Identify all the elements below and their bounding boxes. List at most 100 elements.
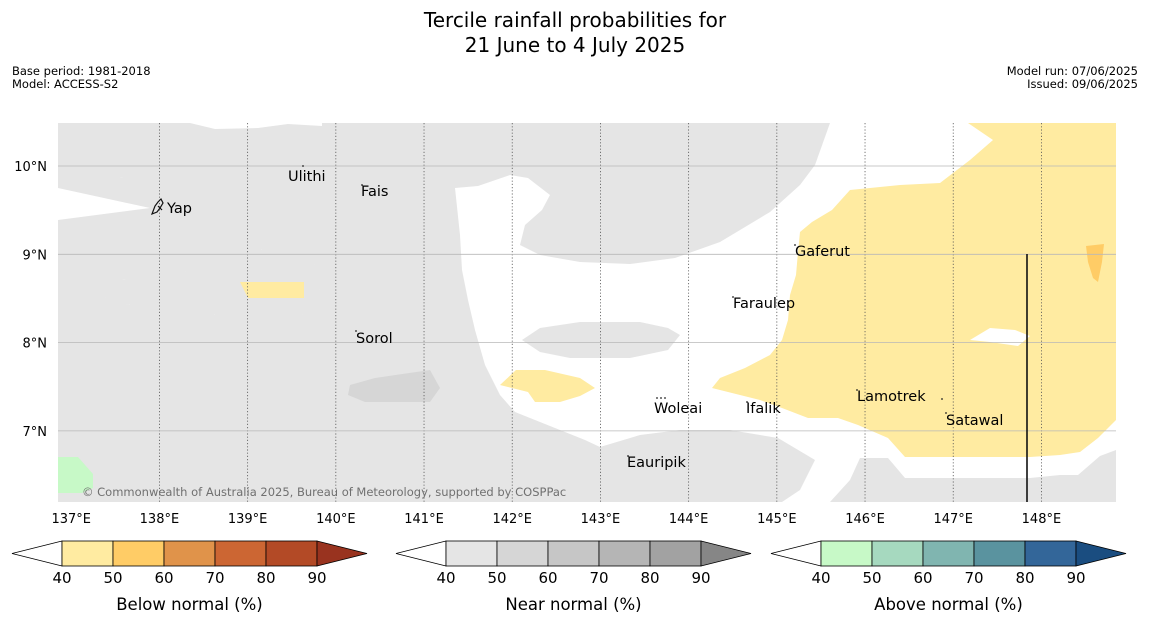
longitude-label: 141°E [404, 512, 444, 527]
title-line-2: 21 June to 4 July 2025 [464, 33, 686, 57]
island-marker [355, 330, 357, 332]
colorbar-title: Above normal (%) [874, 595, 1023, 614]
longitude-label: 139°E [228, 512, 268, 527]
colorbar-tick-label: 50 [487, 569, 506, 587]
base-period-text: Base period: 1981-2018 [12, 64, 151, 78]
metadata-right: Model run: 07/06/2025 Issued: 09/06/2025 [1007, 65, 1138, 91]
colorbar-title: Below normal (%) [116, 595, 263, 614]
colorbar-tick-label: 40 [811, 569, 830, 587]
place-label: Faraulep [733, 296, 795, 312]
colorbar-segment [1024, 540, 1077, 567]
longitude-label: 138°E [140, 512, 180, 527]
colorbar-segment [922, 540, 975, 567]
copyright-text: © Commonwealth of Australia 2025, Bureau… [82, 485, 566, 499]
colorbar-low-extension [395, 540, 447, 567]
colorbar-tick-label: 90 [691, 569, 710, 587]
colorbar-segment [973, 540, 1026, 567]
place-label: Woleai [654, 401, 702, 417]
island-marker [627, 455, 629, 457]
colorbar-segment [61, 540, 114, 567]
colorbar-segment [547, 540, 600, 567]
colorbar-title: Near normal (%) [505, 595, 641, 614]
place-label: Satawal [946, 413, 1003, 429]
colorbar-segment [649, 540, 702, 567]
longitude-label: 144°E [669, 512, 709, 527]
below-normal-40-50-region [500, 370, 595, 402]
colorbar: 40 50 60 70 80 90 Above normal (%) [770, 540, 1127, 614]
latitude-label: 10°N [14, 160, 47, 175]
model-text: Model: ACCESS-S2 [12, 77, 119, 91]
island-marker [302, 165, 304, 167]
colorbar: 40 50 60 70 80 90 Near normal (%) [395, 540, 752, 614]
colorbar-segment [871, 540, 924, 567]
longitude-label: 140°E [316, 512, 356, 527]
island-marker [361, 184, 363, 186]
colorbar-segment [820, 540, 873, 567]
issued-text: Issued: 09/06/2025 [1027, 77, 1138, 91]
metadata-left: Base period: 1981-2018 Model: ACCESS-S2 [12, 65, 151, 91]
island-marker [656, 397, 658, 399]
title-line-1: Tercile rainfall probabilities for [423, 8, 727, 32]
place-label: Yap [166, 201, 192, 217]
above-normal-40-50-region [58, 457, 93, 493]
longitude-label: 137°E [51, 512, 91, 527]
colorbar-segment [496, 540, 549, 567]
island-marker [794, 244, 796, 246]
below-normal-40-50-region [712, 123, 1116, 457]
colorbar-tick-label: 90 [1066, 569, 1085, 587]
colorbar-segment [598, 540, 651, 567]
island-marker [941, 398, 943, 400]
colorbar-low-extension [11, 540, 63, 567]
longitude-label: 146°E [845, 512, 885, 527]
colorbar-tick-label: 70 [205, 569, 224, 587]
colorbar-tick-label: 40 [436, 569, 455, 587]
island-marker [856, 389, 858, 391]
place-label: Eauripik [627, 455, 686, 471]
longitude-label: 143°E [581, 512, 621, 527]
place-label: Fais [361, 184, 388, 200]
latitude-label: 9°N [23, 248, 48, 263]
latitude-labels: 10°N 9°N 8°N 7°N [14, 160, 47, 440]
colorbar-tick-label: 70 [964, 569, 983, 587]
colorbar-tick-label: 80 [1015, 569, 1034, 587]
colorbar-high-extension [1075, 540, 1127, 567]
near-normal-40-50-region [58, 123, 1116, 502]
island-marker [664, 397, 666, 399]
latitude-label: 8°N [23, 337, 48, 352]
place-label: Gaferut [795, 244, 850, 260]
colorbar-high-extension [316, 540, 368, 567]
colorbar-tick-label: 90 [307, 569, 326, 587]
colorbar-tick-label: 70 [589, 569, 608, 587]
longitude-labels: 137°E 138°E 139°E 140°E 141°E 142°E 143°E 144°E… [51, 512, 1061, 527]
map-title: Tercile rainfall probabilities for 21 Ju… [0, 8, 1150, 58]
below-normal-40-50-region [970, 328, 1030, 346]
place-labels: Ulithi Fais Yap Gaferut Faraulep Sorol Lamotre… [166, 165, 1003, 471]
colorbar-segment [163, 540, 216, 567]
colorbar-tick-label: 60 [913, 569, 932, 587]
colorbar-tick-label: 50 [862, 569, 881, 587]
place-label: Ifalik [746, 401, 781, 417]
graticule [58, 123, 1116, 502]
colorbar-low-extension [770, 540, 822, 567]
colorbar-segment [445, 540, 498, 567]
colorbar-segment [265, 540, 318, 567]
island-marker [732, 296, 734, 298]
colorbar-tick-label: 80 [640, 569, 659, 587]
colorbar-tick-label: 80 [256, 569, 275, 587]
longitude-label: 142°E [492, 512, 532, 527]
colorbar-segment [112, 540, 165, 567]
island-marker [746, 401, 748, 403]
island-marker [660, 397, 662, 399]
colorbar: 40 50 60 70 80 90 Below normal (%) [11, 540, 368, 614]
model-run-text: Model run: 07/06/2025 [1006, 64, 1138, 78]
colorbar-tick-label: 40 [52, 569, 71, 587]
latitude-label: 7°N [23, 425, 48, 440]
longitude-label: 145°E [757, 512, 797, 527]
below-normal-40-50-region [240, 282, 304, 298]
place-label: Ulithi [288, 169, 326, 185]
longitude-label: 148°E [1022, 512, 1062, 527]
colorbar-high-extension [700, 540, 752, 567]
map-area[interactable]: Ulithi Fais Yap Gaferut Faraulep Sorol Lamotre… [58, 123, 1116, 502]
colorbar-legends: 40 50 60 70 80 90 Below normal (%) 40 50 60 70 80 90… [11, 540, 1127, 614]
